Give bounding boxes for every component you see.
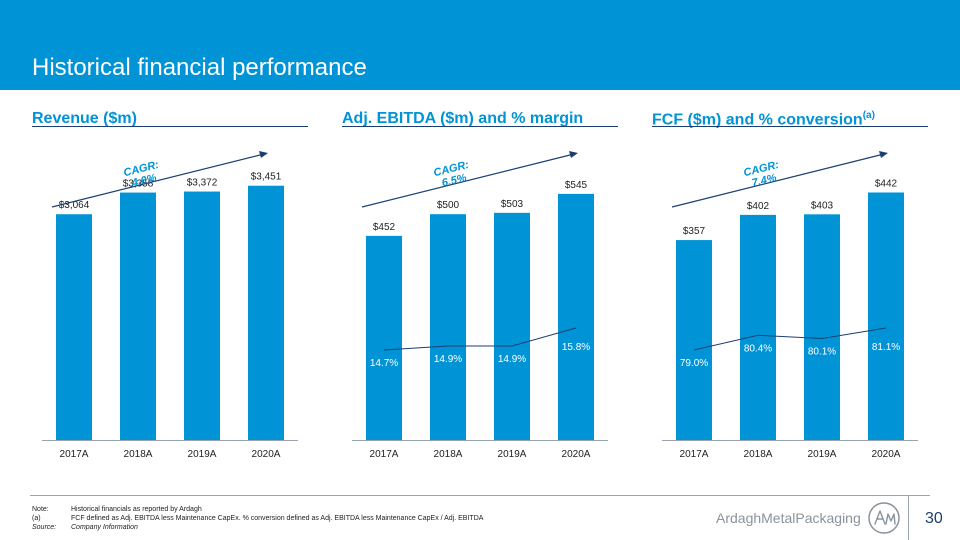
bar-revenue-2017A xyxy=(56,214,92,440)
footnotes: Note: Historical financials as reported b… xyxy=(32,505,483,532)
cagr-arrow-line-ebitda xyxy=(361,153,573,208)
bar-fcf-2020A xyxy=(868,192,904,440)
value-label-ebitda-2020A: $545 xyxy=(565,180,588,191)
value-label-revenue-2019A: $3,372 xyxy=(187,178,218,189)
value-label-fcf-2018A: $402 xyxy=(747,201,770,212)
value-label-revenue-2017A: $3,064 xyxy=(59,200,90,211)
value-label-ebitda-2018A: $500 xyxy=(437,200,460,211)
category-label-fcf-2018A: 2018A xyxy=(744,449,773,460)
line-label-fcf-2018A: 80.4% xyxy=(744,343,772,354)
cagr-arrow-line-fcf xyxy=(671,153,883,208)
category-label-fcf-2020A: 2020A xyxy=(872,449,901,460)
footnote-note: Note: Historical financials as reported b… xyxy=(32,505,483,514)
footer-vertical-rule xyxy=(908,496,909,540)
cagr-arrow-line-revenue xyxy=(51,153,263,208)
panel-rule-ebitda xyxy=(342,126,618,127)
category-label-ebitda-2020A: 2020A xyxy=(562,449,591,460)
cagr-label-group-ebitda: CAGR:6.5% xyxy=(432,159,470,190)
bar-revenue-2018A xyxy=(120,192,156,440)
line-label-fcf-2019A: 80.1% xyxy=(808,346,836,357)
page-title: Historical financial performance xyxy=(32,54,367,81)
cagr-arrow-head-revenue xyxy=(259,151,268,158)
value-label-revenue-2018A: $3,358 xyxy=(123,179,154,190)
panel-title-fcf-sup: (a) xyxy=(862,110,875,121)
cagr-value-fcf: 7.4% xyxy=(751,172,778,190)
cagr-label-group-fcf: CAGR:7.4% xyxy=(742,159,780,190)
value-label-ebitda-2019A: $503 xyxy=(501,199,524,210)
footnote-source-text: Company Information xyxy=(71,524,138,531)
cagr-arrow-head-fcf xyxy=(879,151,888,158)
cagr-value-ebitda: 6.5% xyxy=(441,172,468,190)
footnote-source: Source: Company Information xyxy=(32,523,483,532)
value-label-revenue-2020A: $3,451 xyxy=(251,172,282,183)
category-label-ebitda-2018A: 2018A xyxy=(434,449,463,460)
value-label-fcf-2020A: $442 xyxy=(875,178,898,189)
footnote-source-label: Source: xyxy=(32,524,57,531)
line-label-ebitda-2020A: 15.8% xyxy=(562,342,590,353)
category-label-ebitda-2017A: 2017A xyxy=(370,449,399,460)
category-label-revenue-2017A: 2017A xyxy=(60,449,89,460)
category-label-fcf-2017A: 2017A xyxy=(680,449,709,460)
header-banner xyxy=(0,0,960,90)
panel-title-ebitda: Adj. EBITDA ($m) and % margin xyxy=(342,110,583,128)
page-number: 30 xyxy=(925,510,943,527)
panel-title-ebitda-text: Adj. EBITDA ($m) and % margin xyxy=(342,110,584,127)
footnote-note-text: Historical financials as reported by Ard… xyxy=(71,506,202,513)
category-label-ebitda-2019A: 2019A xyxy=(498,449,527,460)
footnote-a-label: (a) xyxy=(32,515,41,522)
footer-rule xyxy=(30,495,930,496)
footnote-note-label: Note: xyxy=(32,506,49,513)
value-label-fcf-2017A: $357 xyxy=(683,226,706,237)
bar-ebitda-2018A xyxy=(430,214,466,440)
bar-fcf-2018A xyxy=(740,214,776,440)
bar-ebitda-2017A xyxy=(366,235,402,440)
bar-revenue-2020A xyxy=(248,185,284,440)
bar-revenue-2019A xyxy=(184,191,220,440)
panel-rule-fcf xyxy=(652,126,928,127)
category-label-revenue-2019A: 2019A xyxy=(188,449,217,460)
panel-title-revenue-text: Revenue ($m) xyxy=(32,110,137,127)
line-series-ebitda xyxy=(383,327,577,351)
panel-rule-revenue xyxy=(32,126,308,127)
line-label-ebitda-2018A: 14.9% xyxy=(434,354,462,365)
value-label-ebitda-2017A: $452 xyxy=(373,222,396,233)
value-label-fcf-2019A: $403 xyxy=(811,200,834,211)
panel-title-fcf: FCF ($m) and % conversion(a) xyxy=(652,110,875,129)
bar-fcf-2017A xyxy=(676,240,712,440)
category-label-revenue-2020A: 2020A xyxy=(252,449,281,460)
panel-title-revenue: Revenue ($m) xyxy=(32,110,137,128)
panel-title-fcf-text: FCF ($m) and % conversion xyxy=(652,111,863,129)
footnote-a-text: FCF defined as Adj. EBITDA less Maintena… xyxy=(71,515,484,522)
brand-wordmark: ArdaghMetalPackaging xyxy=(716,510,861,526)
bar-ebitda-2019A xyxy=(494,212,530,440)
amp-logo-icon xyxy=(868,502,900,534)
footnote-a: (a) FCF defined as Adj. EBITDA less Maint… xyxy=(32,514,483,523)
line-series-fcf xyxy=(693,327,887,351)
category-label-fcf-2019A: 2019A xyxy=(808,449,837,460)
bar-fcf-2019A xyxy=(804,214,840,440)
line-label-fcf-2020A: 81.1% xyxy=(872,342,900,353)
bar-ebitda-2020A xyxy=(558,193,594,440)
cagr-arrow-head-ebitda xyxy=(569,151,578,158)
category-label-revenue-2018A: 2018A xyxy=(124,449,153,460)
line-label-ebitda-2019A: 14.9% xyxy=(498,354,526,365)
line-label-ebitda-2017A: 14.7% xyxy=(370,358,398,369)
line-label-fcf-2017A: 79.0% xyxy=(680,358,708,369)
